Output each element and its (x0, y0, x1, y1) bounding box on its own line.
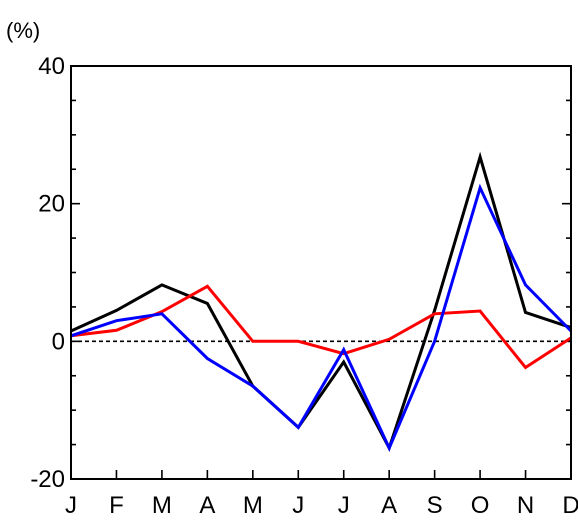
y-tick-label: 20 (38, 191, 65, 218)
y-tick-label: 40 (38, 53, 65, 80)
axis-ticks (70, 65, 572, 480)
y-tick-label: 0 (52, 328, 65, 355)
x-tick-label: J (292, 492, 304, 519)
x-tick-label: J (338, 492, 350, 519)
x-tick-label: S (427, 492, 443, 519)
series-lines (70, 151, 573, 452)
x-tick-label: F (109, 492, 124, 519)
x-tick-label: A (381, 492, 397, 519)
x-tick-label: A (199, 492, 215, 519)
y-tick-label: -20 (30, 466, 65, 493)
series-line-1 (70, 151, 572, 452)
x-tick-label: D (562, 492, 578, 519)
series-line-2 (70, 284, 572, 370)
x-tick-label: N (517, 492, 534, 519)
x-tick-label: O (471, 492, 490, 519)
x-tick-label: J (65, 492, 77, 519)
plot-frame (70, 65, 572, 480)
y-unit-label: (%) (6, 18, 40, 43)
x-tick-label: M (243, 492, 263, 519)
x-tick-label: M (152, 492, 172, 519)
series-line-3 (70, 183, 573, 452)
